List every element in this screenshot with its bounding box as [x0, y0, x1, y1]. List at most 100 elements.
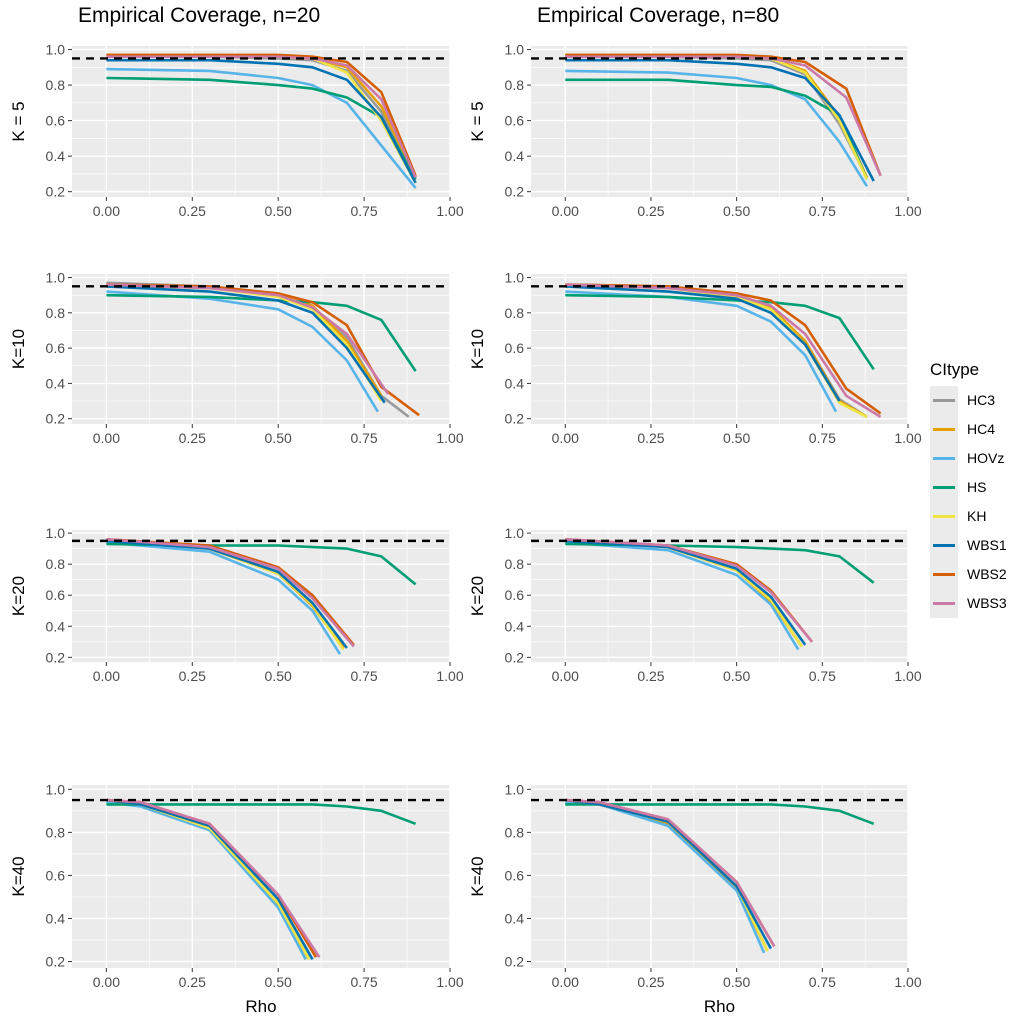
series-line-wbs1: [565, 798, 773, 950]
y-tick-label: 0.8: [505, 824, 525, 840]
legend-line: [933, 573, 955, 576]
series-line-wbs2: [106, 283, 420, 417]
y-tick-label: 1.0: [46, 781, 66, 797]
x-tick-label: 1.00: [436, 974, 463, 990]
series-line-wbs2: [565, 53, 882, 177]
legend-swatch: [930, 415, 958, 444]
legend-swatch: [930, 502, 958, 531]
series-line-hovz: [565, 541, 800, 651]
x-tick-label: 0.50: [723, 974, 750, 990]
x-tick-label: 0.50: [723, 430, 750, 446]
legend-line: [933, 428, 955, 431]
y-tick-label: 0.4: [46, 910, 66, 926]
series-line-hovz: [106, 541, 342, 655]
x-tick-label: 0.00: [93, 203, 120, 219]
y-tick-label: 0.8: [505, 305, 525, 321]
y-tick-label: 0.2: [505, 649, 525, 665]
y-tick-label: 1.0: [505, 781, 525, 797]
y-tick-label: 0.8: [46, 556, 66, 572]
x-tick-label: 0.00: [93, 430, 120, 446]
x-tick-label: 1.00: [436, 430, 463, 446]
y-tick-label: 0.6: [505, 113, 525, 129]
x-tick-label: 0.00: [552, 203, 579, 219]
x-tick-label: 0.75: [350, 203, 377, 219]
legend-label: KH: [967, 508, 987, 524]
y-axis-title: K=10: [9, 329, 28, 369]
series-line-wbs3: [565, 538, 814, 643]
series-line-wbs1: [106, 539, 348, 649]
legend-label: WBS3: [967, 595, 1007, 611]
series-line-hs: [106, 803, 417, 826]
legend-line: [933, 399, 955, 402]
legend-swatch: [930, 560, 958, 589]
legend-item-kh: KH: [930, 502, 986, 531]
panel-4: 0.00 0.25 0.50 0.75 1.00 0.2 0.4 0.6 0.8 1.0 K=10: [468, 270, 922, 446]
y-tick-label: 0.6: [46, 867, 66, 883]
series-line-wbs3: [106, 283, 390, 395]
x-tick-label: 0.75: [809, 668, 836, 684]
legend-item-hovz: HOVz: [930, 444, 1004, 473]
panel-7: 0.00 0.25 0.50 0.75 1.00 0.2 0.4 0.6 0.8 1.0 K=40 R…: [9, 781, 464, 1016]
y-tick-label: 0.8: [505, 556, 525, 572]
legend-swatch: [930, 444, 958, 473]
x-tick-label: 1.00: [436, 203, 463, 219]
x-tick-label: 0.00: [552, 974, 579, 990]
x-tick-label: 1.00: [894, 668, 921, 684]
y-tick-label: 0.4: [46, 618, 66, 634]
legend-swatch: [930, 589, 958, 618]
y-tick-label: 1.0: [46, 525, 66, 541]
y-tick-label: 0.6: [505, 867, 525, 883]
legend-swatch: [930, 386, 958, 415]
panel-2: 0.00 0.25 0.50 0.75 1.00 0.2 0.4 0.6 0.8 1.0 K = 5: [468, 42, 922, 219]
y-tick-label: 1.0: [505, 42, 525, 58]
x-tick-label: 0.00: [93, 668, 120, 684]
series-line-wbs1: [565, 285, 841, 402]
x-tick-label: 0.50: [723, 203, 750, 219]
y-tick-label: 0.8: [505, 77, 525, 93]
series-line-wbs2: [106, 53, 417, 177]
panel-6: 0.00 0.25 0.50 0.75 1.00 0.2 0.4 0.6 0.8 1.0 K=20: [468, 525, 922, 684]
y-tick-label: 0.4: [46, 148, 66, 164]
x-tick-label: 0.25: [179, 668, 206, 684]
legend-line: [933, 457, 955, 460]
y-tick-label: 1.0: [46, 42, 66, 58]
legend-item-hc4: HC4: [930, 415, 995, 444]
legend-item-wbs2: WBS2: [930, 560, 1007, 589]
y-tick-label: 0.6: [505, 587, 525, 603]
panel-5: 0.00 0.25 0.50 0.75 1.00 0.2 0.4 0.6 0.8 1.0 K=20: [9, 525, 464, 684]
x-tick-label: 0.50: [723, 668, 750, 684]
x-tick-label: 0.25: [179, 430, 206, 446]
y-axis-title: K=20: [9, 576, 28, 616]
y-axis-title: K=40: [468, 856, 487, 896]
y-tick-label: 0.6: [46, 587, 66, 603]
legend-item-wbs1: WBS1: [930, 531, 1007, 560]
series-line-hs: [565, 293, 875, 371]
y-tick-label: 0.2: [46, 411, 66, 427]
y-tick-label: 0.2: [505, 954, 525, 970]
legend-title: CItype: [930, 360, 980, 379]
y-tick-label: 0.4: [46, 375, 66, 391]
series-line-wbs1: [106, 58, 417, 184]
legend-item-wbs3: WBS3: [930, 589, 1007, 618]
legend-item-hs: HS: [930, 473, 986, 502]
panel-background: [531, 46, 908, 197]
panel-1: 0.00 0.25 0.50 0.75 1.00 0.2 0.4 0.6 0.8 1.0 K = 5: [9, 42, 464, 219]
y-tick-label: 0.2: [505, 411, 525, 427]
legend-label: WBS2: [967, 566, 1007, 582]
x-tick-label: 1.00: [894, 974, 921, 990]
x-tick-label: 0.00: [552, 668, 579, 684]
x-axis-title: Rho: [245, 997, 276, 1016]
y-tick-label: 0.2: [46, 649, 66, 665]
series-line-wbs1: [106, 285, 386, 404]
x-tick-label: 0.25: [637, 668, 664, 684]
series-line-wbs3: [565, 283, 882, 419]
y-tick-label: 0.2: [46, 184, 66, 200]
x-tick-label: 0.25: [637, 974, 664, 990]
y-axis-title: K=40: [9, 856, 28, 896]
y-tick-label: 0.2: [46, 954, 66, 970]
series-line-hovz: [565, 69, 869, 187]
x-tick-label: 0.00: [552, 430, 579, 446]
y-tick-label: 0.4: [505, 910, 525, 926]
legend-line: [933, 544, 955, 547]
